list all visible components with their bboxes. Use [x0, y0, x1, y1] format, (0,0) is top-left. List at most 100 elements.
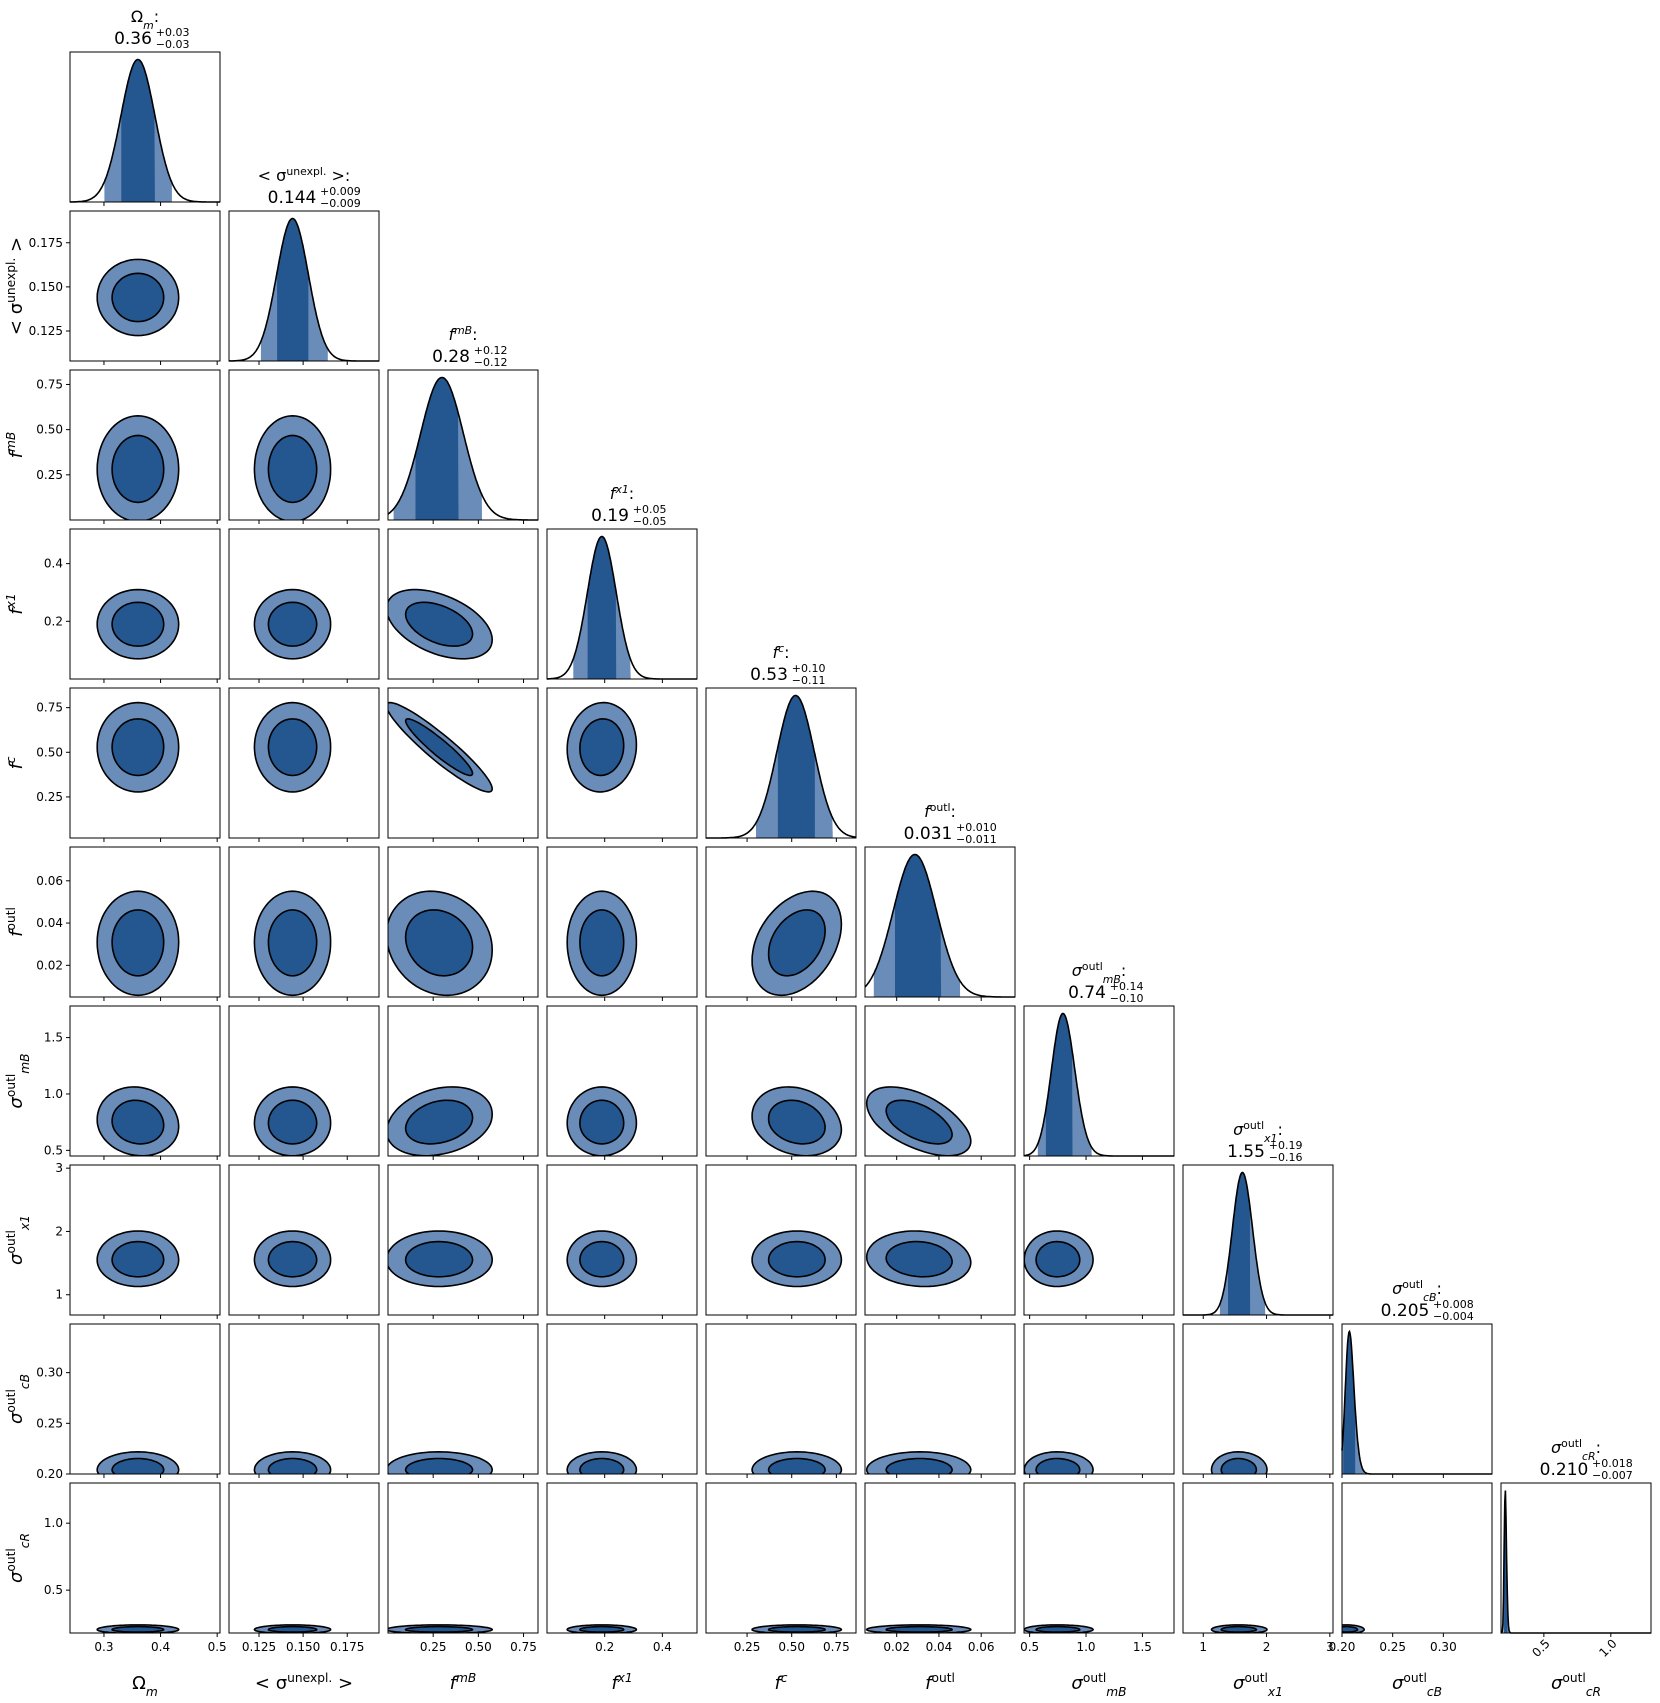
panel-frame: [69, 1005, 221, 1157]
x-tick-label: 0.02: [883, 1640, 910, 1654]
y-tick-label: 0.20: [36, 1467, 63, 1481]
panel-frame: [228, 1482, 380, 1634]
panel-frame: [864, 1482, 1016, 1634]
error-plus-om: +0.03: [156, 26, 190, 39]
median-value: 0.205: [1381, 1301, 1430, 1321]
y-axis-label-scr: σoutlcR: [4, 1533, 32, 1583]
contour-panel-sig-smb: [228, 1005, 380, 1160]
y-tick-label: 0.175: [29, 236, 63, 250]
x-tick-label: 0.150: [286, 1640, 320, 1654]
contour-68: [767, 909, 826, 977]
contour-panel-smb-scb: [1023, 1323, 1175, 1478]
contour-68: [767, 1625, 826, 1633]
panel-value-fx1: 0.19: [591, 506, 629, 526]
contour-68: [404, 601, 474, 647]
contour-panel-om-scr: 0.5 1.0 σoutlcR: [4, 1482, 221, 1637]
panel-frame: [69, 846, 221, 998]
panel-frame: [705, 846, 857, 998]
contour-panel-sx1-scb: [1182, 1323, 1334, 1478]
diag-frame-fout: [864, 846, 1016, 998]
x-axis-label-om: Ωm: [132, 1673, 158, 1699]
x-tick-label: 0.125: [242, 1640, 276, 1654]
x-axis-label-scr: σoutlcR: [1551, 1671, 1601, 1699]
panel-frame: [1182, 1323, 1334, 1475]
panel-frame: [228, 528, 380, 680]
contour-68: [1035, 1625, 1081, 1633]
panel-frame: [69, 687, 221, 839]
median-value: 0.210: [1540, 1460, 1589, 1480]
y-axis-label-fout: foutl: [4, 907, 27, 937]
contours: [388, 1624, 494, 1633]
contour-68: [111, 1240, 165, 1278]
contour-panel-fmb-scr: [387, 1482, 539, 1637]
error-plus-smb: +0.14: [1110, 980, 1144, 993]
panel-value-sx1: 1.55: [1227, 1142, 1265, 1162]
y-tick-label: 0.50: [36, 423, 63, 437]
contours: [96, 701, 180, 793]
x-tick-label: 0.25: [734, 1640, 761, 1654]
y-tick-label: 0.75: [36, 377, 63, 391]
x-tick-label: 0.5: [1529, 1636, 1552, 1659]
panel-frame: [69, 528, 221, 680]
contour-panel-fmb-fx1: [387, 528, 539, 683]
contour-panel-sig-fmb: [228, 369, 380, 524]
diag-frame-fc: [705, 687, 857, 839]
y-tick-label: 0.25: [36, 1416, 63, 1430]
contour-panel-scb-scr: [1341, 1482, 1493, 1637]
panel-value-om: 0.36: [114, 29, 152, 49]
contour-68: [404, 909, 474, 977]
y-axis-label-sx1: σoutlx1: [4, 1215, 32, 1265]
diag-panel-sx1: σoutlx1:1.55 +0.19−0.16: [1182, 1119, 1334, 1319]
contour-panel-fmb-scb: [387, 1323, 539, 1478]
contour-68: [267, 718, 318, 777]
y-tick-label: 2: [55, 1224, 63, 1238]
y-tick-label: 0.04: [36, 916, 63, 930]
panel-frame: [546, 1005, 698, 1157]
panel-frame: [705, 1482, 857, 1634]
contour-68: [579, 718, 625, 777]
y-axis-label-fx1: fx1: [4, 593, 27, 614]
panel-frame: [387, 1005, 539, 1157]
contours: [566, 1450, 638, 1474]
contour-68: [267, 601, 318, 647]
contours: [388, 588, 494, 660]
contour-panel-fout-smb: [864, 1005, 1016, 1160]
x-tick-label: 0.50: [778, 1640, 805, 1654]
y-tick-label: 0.2: [44, 614, 63, 628]
y-tick-label: 0.02: [36, 958, 63, 972]
contour-68: [111, 601, 165, 647]
y-axis-label-smb: σoutlmB: [4, 1053, 32, 1108]
contour-panel-sx1-scr: [1182, 1482, 1334, 1637]
marginal-curve-scb: [1341, 1329, 1492, 1475]
diag-panel-sig: < σunexpl. >:0.144 +0.009−0.009: [228, 165, 380, 365]
contour-68: [1035, 1240, 1081, 1278]
panel-frame: [387, 846, 539, 998]
y-tick-label: 0.150: [29, 280, 63, 294]
contours: [1210, 1450, 1268, 1474]
diag-frame-om: [69, 51, 221, 203]
panel-value-scr: 0.210: [1540, 1460, 1589, 1480]
y-tick-label: 0.5: [44, 1143, 63, 1157]
x-tick-label: 0.5: [1020, 1640, 1039, 1654]
x-tick-label: 0.04: [926, 1640, 953, 1654]
diag-panel-fc: fc: 0.53 +0.10−0.11: [705, 642, 857, 842]
contour-panel-fx1-sx1: [546, 1164, 698, 1319]
contour-panel-sig-fx1: [228, 528, 380, 683]
contour-panel-om-fmb: 0.25 0.50 0.75 fmB: [4, 369, 221, 524]
contours: [1024, 1624, 1094, 1633]
y-tick-label: 1: [55, 1288, 63, 1302]
y-tick-label: 0.50: [36, 745, 63, 759]
contours: [566, 1086, 638, 1156]
error-minus-fc: −0.11: [792, 674, 826, 687]
contour-panel-fout-scr: [864, 1482, 1016, 1637]
contour-panel-om-smb: 0.5 1.0 1.5 σoutlmB: [4, 1005, 221, 1160]
median-value: 0.28: [432, 347, 470, 367]
panel-frame: [228, 846, 380, 998]
marginal-band-68-om: [121, 59, 155, 202]
contour-panel-om-scb: 0.20 0.25 0.30 σoutlcB: [4, 1323, 221, 1481]
panel-frame: [69, 1323, 221, 1475]
contour-68: [885, 1625, 953, 1633]
contour-panel-smb-scr: [1023, 1482, 1175, 1637]
contour-68: [579, 1625, 625, 1633]
panel-frame: [228, 1323, 380, 1475]
